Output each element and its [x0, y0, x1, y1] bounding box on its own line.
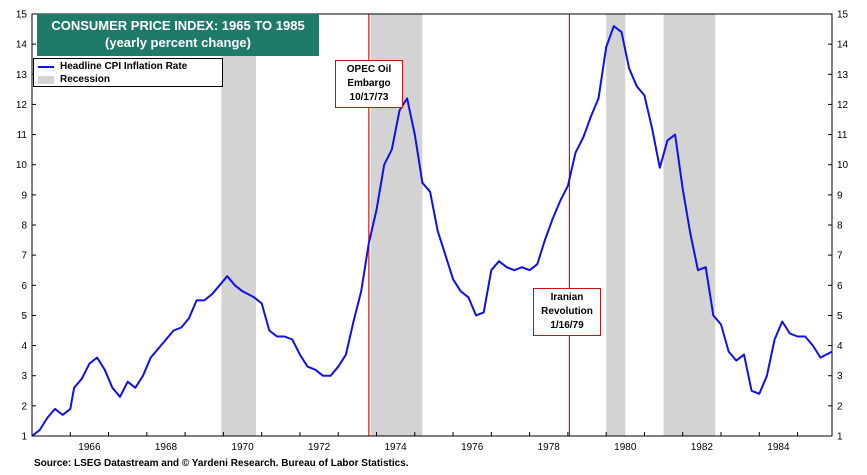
y-tick-label-right-14: 14: [837, 40, 849, 51]
legend-line-swatch: [38, 65, 54, 68]
iran-annotation: Iranian Revolution 1/16/79: [533, 288, 601, 336]
source-note: Source: LSEG Datastream and © Yardeni Re…: [34, 458, 409, 469]
x-tick-label-1966: 1966: [78, 442, 101, 453]
x-tick-label-1970: 1970: [231, 442, 254, 453]
y-tick-label-right-11: 11: [837, 130, 848, 141]
y-tick-label-left-13: 13: [16, 70, 28, 81]
y-tick-label-left-6: 6: [21, 281, 27, 292]
series-group: [31, 25, 833, 437]
x-tick-label-1980: 1980: [614, 442, 637, 453]
legend: Headline CPI Inflation Rate Recession: [33, 58, 223, 87]
x-axis: 1966 1968 1970 1972 1974 1976 1978 1980 1982 1984: [31, 432, 799, 453]
y-tick-label-left-4: 4: [21, 341, 27, 352]
y-tick-label-right-5: 5: [837, 311, 843, 322]
x-tick-label-1978: 1978: [538, 442, 561, 453]
opec-line-2: Embargo: [347, 78, 391, 89]
legend-label-recession: Recession: [60, 74, 111, 85]
opec-annotation: OPEC Oil Embargo 10/17/73: [335, 60, 403, 108]
legend-label-cpi: Headline CPI Inflation Rate: [60, 61, 188, 72]
y-tick-label-right-1: 1: [837, 432, 843, 443]
recession-band-3: [606, 14, 626, 436]
y-tick-label-left-15: 15: [16, 10, 28, 21]
y-tick-label-right-6: 6: [837, 281, 843, 292]
y-tick-label-right-15: 15: [837, 10, 849, 21]
y-tick-label-right-12: 12: [837, 100, 849, 111]
x-tick-label-1982: 1982: [691, 442, 714, 453]
y-tick-label-left-3: 3: [21, 371, 27, 382]
y-tick-label-left-11: 11: [17, 130, 28, 141]
y-tick-label-left-5: 5: [21, 311, 27, 322]
x-tick-label-1976: 1976: [461, 442, 484, 453]
y-tick-label-left-2: 2: [21, 401, 27, 412]
recession-band-1: [221, 14, 256, 436]
y-tick-label-right-3: 3: [837, 371, 843, 382]
y-tick-label-left-7: 7: [21, 251, 27, 262]
iran-line-2: Revolution: [541, 306, 593, 317]
iran-line-1: Iranian: [550, 292, 584, 303]
legend-item-cpi: Headline CPI Inflation Rate: [38, 60, 187, 73]
x-tick-label-1974: 1974: [385, 442, 408, 453]
chart-subtitle: (yearly percent change): [105, 35, 251, 50]
opec-line-1: OPEC Oil: [346, 64, 392, 75]
y-tick-label-right-2: 2: [837, 401, 843, 412]
legend-recession-swatch: [38, 75, 54, 84]
x-tick-label-1972: 1972: [308, 442, 331, 453]
x-tick-label-1984: 1984: [767, 442, 790, 453]
y-tick-label-right-9: 9: [837, 190, 843, 201]
y-tick-label-left-8: 8: [21, 221, 27, 232]
opec-line-3: 10/17/73: [349, 92, 389, 103]
recession-bands: [221, 14, 716, 436]
y-tick-label-right-4: 4: [837, 341, 843, 352]
y-tick-label-left-9: 9: [21, 190, 27, 201]
y-tick-label-right-7: 7: [837, 251, 843, 262]
y-tick-label-right-13: 13: [837, 70, 849, 81]
iran-line-3: 1/16/79: [550, 320, 584, 331]
y-tick-label-left-14: 14: [16, 40, 28, 51]
chart-title-box: CONSUMER PRICE INDEX: 1965 TO 1985 (year…: [37, 14, 319, 56]
y-tick-label-left-12: 12: [16, 100, 28, 111]
y-tick-label-left-10: 10: [16, 160, 28, 171]
chart-title: CONSUMER PRICE INDEX: 1965 TO 1985: [51, 18, 305, 33]
series-line-1: [31, 25, 833, 437]
y-tick-label-left-1: 1: [21, 432, 27, 443]
y-tick-label-right-10: 10: [837, 160, 849, 171]
legend-item-recession: Recession: [38, 73, 110, 86]
x-tick-label-1968: 1968: [155, 442, 178, 453]
y-tick-label-right-8: 8: [837, 221, 843, 232]
